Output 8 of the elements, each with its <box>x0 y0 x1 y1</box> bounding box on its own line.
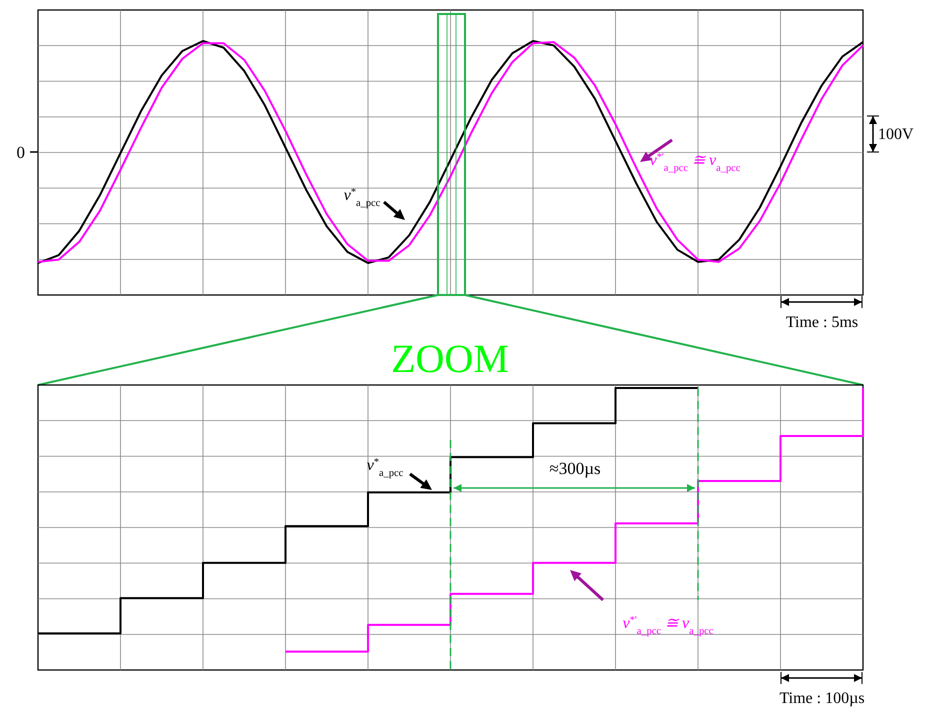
annotation: ≈300µs <box>549 459 601 478</box>
series-label: v$^{*'}$$_{a_pcc}$ ≅ v$_{a_pcc}$ <box>650 152 741 174</box>
text: 100V <box>878 126 914 143</box>
text: 0 <box>16 143 25 162</box>
chart-title: ZOOM <box>391 336 509 381</box>
text: v$^{*'}$$_{a_pcc}$ ≅ v$_{a_pcc}$ <box>622 614 714 636</box>
text: Time : 5ms <box>786 314 858 331</box>
text: Time : 100µs <box>779 690 865 707</box>
